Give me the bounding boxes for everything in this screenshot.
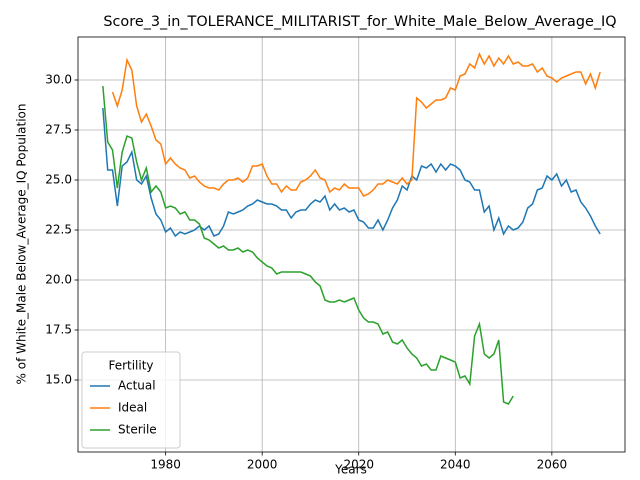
legend-label: Sterile — [118, 423, 157, 437]
y-tick-label: 17.5 — [45, 323, 72, 337]
x-axis-label: Years — [334, 463, 367, 477]
legend: Fertility Actual Ideal Sterile — [81, 351, 181, 449]
legend-box — [81, 351, 181, 449]
legend-title: Fertility — [108, 359, 153, 373]
x-tick-label: 2000 — [247, 458, 278, 472]
x-tick-label: 2060 — [537, 458, 568, 472]
y-tick-label: 30.0 — [45, 73, 72, 87]
y-tick-label: 25.0 — [45, 173, 72, 187]
y-tick-label: 15.0 — [45, 373, 72, 387]
y-axis-label: % of White_Male Below_Average_IQ Populat… — [15, 104, 29, 385]
line-series — [111, 52, 601, 197]
chart-title: Score_3_in_TOLERANCE_MILITARIST_for_Whit… — [103, 14, 616, 30]
legend-label: Actual — [118, 379, 156, 393]
line-series — [102, 85, 514, 405]
x-tick-label: 2040 — [440, 458, 471, 472]
legend-label: Ideal — [118, 401, 147, 415]
y-tick-label: 27.5 — [45, 123, 72, 137]
y-tick-label: 22.5 — [45, 223, 72, 237]
plot-frame — [77, 36, 626, 453]
x-tick-label: 2020 — [343, 458, 374, 472]
x-tick-label: 1980 — [150, 458, 181, 472]
y-tick-label: 20.0 — [45, 273, 72, 287]
line-series — [102, 107, 601, 238]
